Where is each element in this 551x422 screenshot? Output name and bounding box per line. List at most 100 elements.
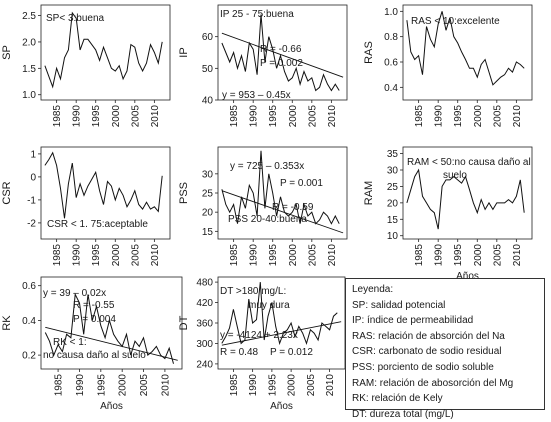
- sp-panel: 1.0 1.5 2.0 2.5 1985 1990 1995 2000 2005 2010 SP SP…: [1, 4, 171, 128]
- csr-annotation: CSR < 1. 75:aceptable: [47, 219, 148, 230]
- csr-xtick-label: 2005: [130, 244, 141, 267]
- pss-panel: 15 20 25 30 1985 1990 1995 2000 2005 2010 PSS y = 7…: [178, 146, 348, 267]
- dt-annotation: muy dura: [248, 300, 290, 311]
- ras-ytick-label: 1.0: [384, 7, 398, 18]
- legend-item-sp: SP: salidad potencial: [352, 299, 446, 311]
- rk-annotation: no causa daño al suelo: [43, 350, 146, 361]
- legend-item-pss: PSS: porciento de sodio soluble: [352, 361, 494, 373]
- legend-item-dt: DT: dureza total (mg/L): [352, 408, 454, 420]
- dt-xtick-label: 2000: [287, 374, 298, 397]
- legend-box: Leyenda: SP: salidad potencial IP: índic…: [345, 278, 545, 420]
- ram-ytick-label: 30: [387, 166, 399, 177]
- dt-ytick-label: 420: [196, 298, 213, 309]
- sp-ytick-label: 2.5: [22, 11, 36, 22]
- ip-xtick-label: 2005: [307, 105, 318, 128]
- rk-xtick-label: 1990: [75, 374, 86, 397]
- dt-ytick-label: 300: [196, 339, 213, 350]
- pss-xtick-label: 2010: [327, 244, 338, 267]
- legend-item-rk: RK: relación de Kely: [352, 393, 443, 405]
- rk-xtick-label: 1985: [54, 374, 65, 397]
- csr-xtick-label: 2000: [111, 244, 122, 267]
- dt-annotation: y = -4124 + 2.23x: [220, 330, 298, 341]
- ram-annotation: RAM < 50:no causa daño al: [407, 157, 531, 168]
- pss-ytick-label: 25: [202, 189, 214, 200]
- ip-xtick-label: 1995: [268, 105, 279, 128]
- ip-ytick-label: 60: [202, 32, 214, 43]
- dt-annotation: R = 0.48: [220, 347, 259, 358]
- ram-ytick-label: 15: [387, 215, 399, 226]
- csr-xtick-label: 1990: [72, 244, 83, 267]
- ras-panel: 0.4 0.6 0.8 1.0 1985 1990 1995 2000 2005 2010 RAS R…: [363, 4, 533, 128]
- pss-xtick-label: 2000: [288, 244, 299, 267]
- ip-annotation: P = 0.002: [260, 58, 303, 69]
- rk-annotation: R = -0.55: [73, 300, 115, 311]
- pss-annotation: y = 725 – 0.353x: [230, 161, 304, 172]
- rk-ytick-label: 0.4: [22, 316, 36, 327]
- pss-xtick-label: 1995: [268, 244, 279, 267]
- rk-plot-frame: [40, 276, 183, 370]
- dt-xtick-label: 1990: [248, 374, 259, 397]
- ras-xtick-label: 2010: [512, 105, 523, 128]
- ip-annotation: R = -0.66: [260, 44, 302, 55]
- sp-xtick-label: 2005: [130, 105, 141, 128]
- ip-xtick-label: 1990: [249, 105, 260, 128]
- ip-xtick-label: 2000: [288, 105, 299, 128]
- ip-xtick-label: 1985: [229, 105, 240, 128]
- ram-ytick-label: 25: [387, 182, 399, 193]
- sp-plot-frame: [40, 4, 171, 101]
- sp-annotation: SP< 3:buena: [46, 13, 105, 24]
- dt-xtick-label: 2005: [306, 374, 317, 397]
- ram-xtick-label: 2010: [512, 244, 523, 267]
- ram-xtick-label: 2000: [473, 244, 484, 267]
- csr-plot-frame: [40, 146, 171, 240]
- csr-ytick-label: -2: [27, 218, 36, 229]
- ras-xtick-label: 2005: [492, 105, 503, 128]
- rk-trend-line: [45, 326, 178, 361]
- dt-ytick-label: 360: [196, 319, 213, 330]
- rk-ytick-label: 0.6: [22, 281, 36, 292]
- ip-trend-line: [221, 32, 344, 78]
- ip-ytick-label: 50: [202, 64, 214, 75]
- ram-xtick-label: 1985: [414, 244, 425, 267]
- ram-annotation: suelo: [443, 170, 467, 181]
- ram-xlabel: Años: [456, 271, 479, 282]
- ras-ylabel: RAS: [363, 41, 375, 64]
- ip-ylabel: IP: [178, 47, 190, 57]
- ip-plot-frame: [217, 4, 348, 101]
- rk-ylabel: RK: [1, 315, 13, 331]
- legend-item-csr: CSR: carbonato de sodio residual: [352, 346, 502, 358]
- ras-plot-frame: [402, 4, 533, 101]
- ram-ylabel: RAM: [363, 181, 375, 205]
- ram-xtick-label: 1995: [453, 244, 464, 267]
- csr-xtick-label: 1985: [52, 244, 63, 267]
- pss-series-line: [221, 150, 340, 225]
- ram-xtick-label: 1990: [434, 244, 445, 267]
- rk-ytick-label: 0.2: [22, 351, 36, 362]
- rk-panel: 0.2 0.4 0.6 1985 1990 1995 2000 2005 2010 RK Años y…: [1, 276, 183, 412]
- sp-ytick-label: 1.0: [22, 90, 36, 101]
- rk-annotation: RK < 1:: [53, 337, 87, 348]
- ram-xtick-label: 2005: [492, 244, 503, 267]
- rk-xtick-label: 2010: [160, 374, 171, 397]
- ram-plot-frame: [402, 146, 533, 240]
- rk-xtick-label: 2005: [139, 374, 150, 397]
- pss-ytick-label: 15: [202, 227, 214, 238]
- pss-ytick-label: 20: [202, 208, 214, 219]
- pss-xtick-label: 2005: [307, 244, 318, 267]
- csr-ytick-label: -1: [27, 195, 36, 206]
- ip-annotation: y = 953 – 0.45x: [222, 90, 291, 101]
- dt-annotation: P = 0.012: [270, 347, 313, 358]
- pss-annotation: P = 0.001: [280, 178, 323, 189]
- sp-xtick-label: 1985: [52, 105, 63, 128]
- ip-ytick-label: 40: [202, 96, 214, 107]
- rk-xtick-label: 2000: [118, 374, 129, 397]
- legend-item-ip: IP: índice de permeabilidad: [352, 315, 474, 327]
- pss-annotation: R = -0.59: [272, 202, 314, 213]
- ras-xtick-label: 1985: [414, 105, 425, 128]
- dt-ylabel: DT: [178, 315, 190, 330]
- csr-xtick-label: 2010: [150, 244, 161, 267]
- ram-ytick-label: 10: [387, 231, 399, 242]
- ip-panel: 40 50 60 1985 1990 1995 2000 2005 2010 IP IP 25 - …: [178, 4, 348, 128]
- dt-ytick-label: 240: [196, 359, 213, 370]
